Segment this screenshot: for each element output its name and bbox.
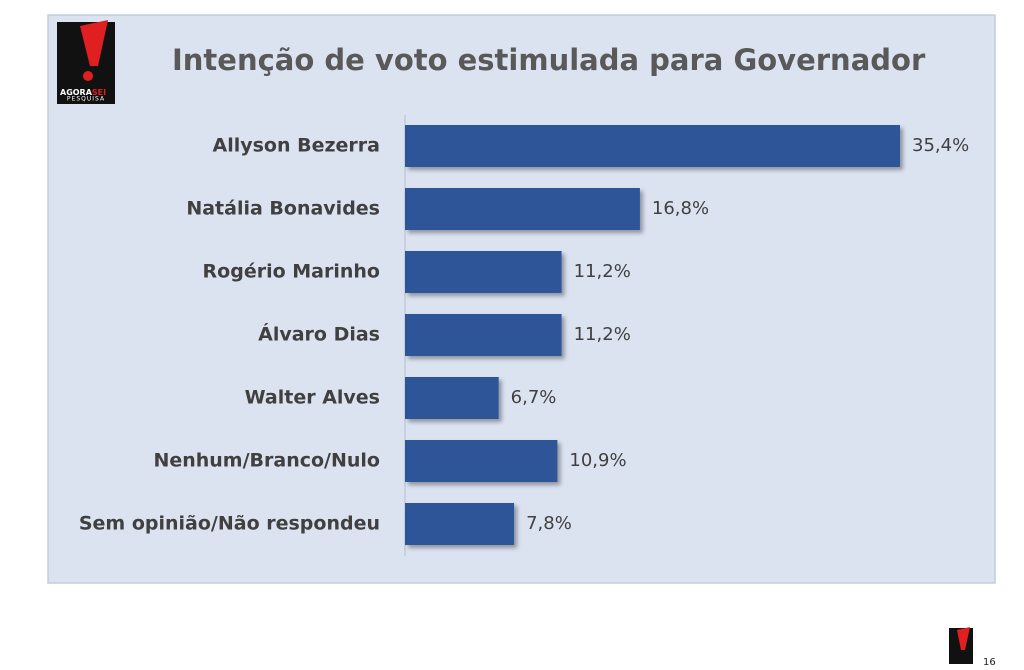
category-label: Sem opinião/Não respondeu	[79, 513, 380, 535]
value-label: 16,8%	[652, 198, 709, 219]
bar	[405, 440, 558, 482]
category-label: Nenhum/Branco/Nulo	[153, 450, 380, 472]
small-logo	[949, 627, 973, 664]
logo: AGORASEI PESQUISA	[57, 20, 115, 104]
value-label: 11,2%	[574, 324, 631, 345]
bar	[405, 377, 499, 419]
category-label: Natália Bonavides	[186, 198, 380, 220]
chart-panel	[47, 14, 996, 584]
category-label: Rogério Marinho	[203, 261, 380, 283]
logo-mark	[80, 20, 108, 66]
bar	[405, 251, 562, 293]
logo-dot	[83, 71, 93, 81]
value-label: 6,7%	[511, 387, 557, 408]
logo-tagline: PESQUISA	[67, 96, 105, 103]
page-number: 16	[983, 657, 996, 668]
bar	[405, 503, 515, 545]
logo-brand-accent: SEI	[92, 88, 106, 97]
small-logo-mark	[957, 627, 970, 650]
logo-brand: AGORASEI	[60, 88, 106, 97]
value-label: 7,8%	[526, 513, 572, 534]
logo-brand-text: AGORA	[60, 88, 93, 97]
value-label: 35,4%	[912, 135, 969, 156]
bar	[405, 314, 562, 356]
chart-title: Intenção de voto estimulada para Governa…	[172, 43, 926, 77]
value-label: 11,2%	[574, 261, 631, 282]
bar	[405, 125, 900, 167]
category-label: Walter Alves	[245, 387, 380, 409]
value-label: 10,9%	[569, 450, 626, 471]
category-label: Álvaro Dias	[258, 323, 380, 346]
bar	[405, 188, 640, 230]
category-label: Allyson Bezerra	[213, 135, 381, 157]
